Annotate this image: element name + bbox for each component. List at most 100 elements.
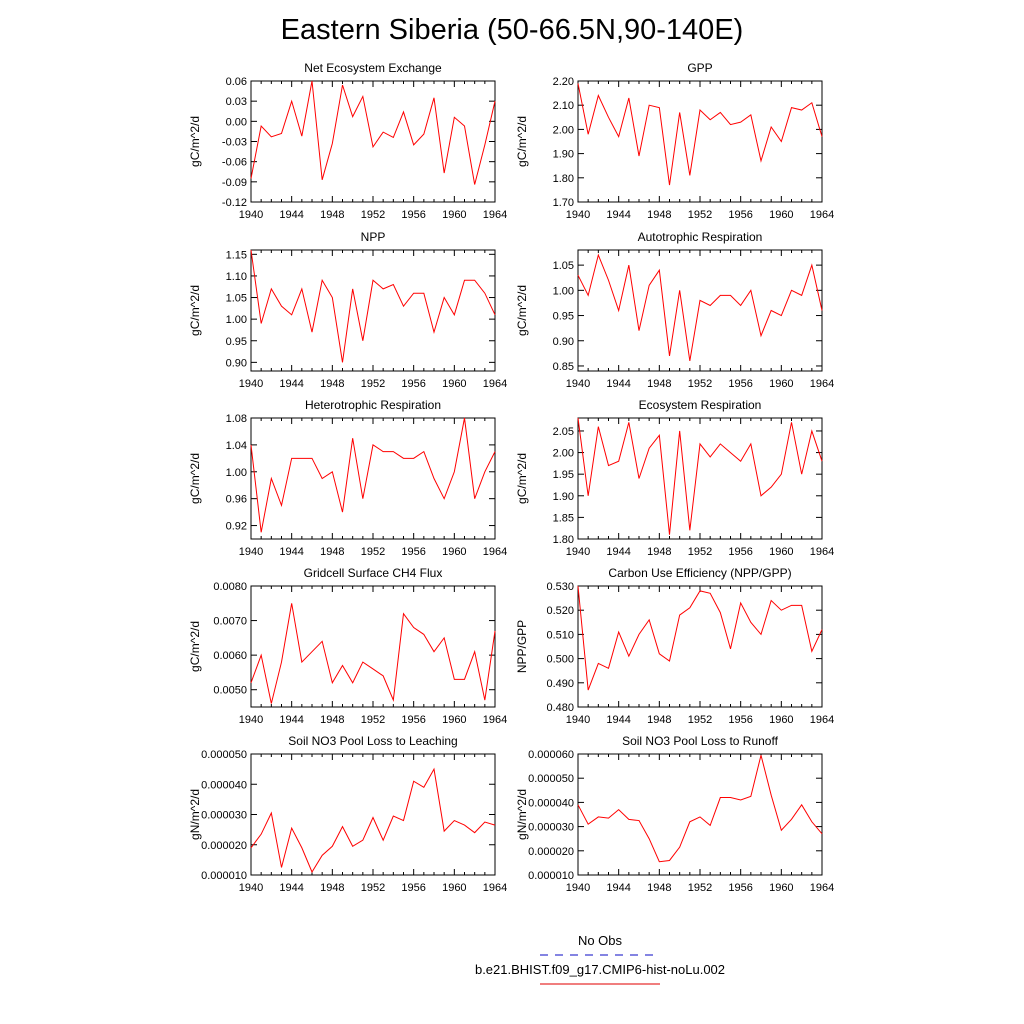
x-tick-label: 1956 <box>401 714 425 726</box>
page-title: Eastern Siberia (50-66.5N,90-140E) <box>280 14 744 46</box>
x-tick-label: 1944 <box>279 378 303 390</box>
x-tick-label: 1956 <box>728 209 752 221</box>
y-tick-label: 0.000040 <box>201 779 247 791</box>
plot-frame <box>250 80 496 203</box>
chart-heterotrophic-respiration: Heterotrophic Respiration 1.08 1.04 1.00 0.9… <box>188 398 507 558</box>
y-tick-label: 0.95 <box>553 311 574 323</box>
y-axis-label: gC/m^2/d <box>188 453 202 504</box>
x-tick-label: 1948 <box>647 378 671 390</box>
chart-gridcell-surface-ch4-flux: Gridcell Surface CH4 Flux 0.0080 0.0070 0.0… <box>188 566 507 726</box>
y-tick-label: 2.05 <box>553 426 574 438</box>
chart-soil-no3-pool-loss-to-runoff: Soil NO3 Pool Loss to Runoff 0.000060 0.00… <box>515 734 834 894</box>
x-tick-label: 1944 <box>606 714 630 726</box>
y-tick-label: 0.510 <box>546 629 574 641</box>
y-tick-label: 0.85 <box>553 361 574 373</box>
y-tick-label: 2.10 <box>553 100 574 112</box>
y-tick-label: 1.90 <box>553 149 574 161</box>
plot-frame <box>577 249 823 372</box>
chart-title: Autotrophic Respiration <box>638 230 763 244</box>
x-tick-label: 1948 <box>320 378 344 390</box>
x-tick-label: 1944 <box>279 209 303 221</box>
x-tick-label: 1948 <box>647 882 671 894</box>
y-tick-label: 0.000010 <box>201 870 247 882</box>
x-tick-label: 1960 <box>769 882 793 894</box>
x-tick-label: 1960 <box>769 714 793 726</box>
x-tick-label: 1944 <box>606 882 630 894</box>
x-tick-label: 1952 <box>688 882 712 894</box>
x-tick-label: 1952 <box>361 882 385 894</box>
y-tick-label: 0.95 <box>226 336 247 348</box>
x-tick-label: 1956 <box>728 546 752 558</box>
x-tick-label: 1948 <box>320 714 344 726</box>
series-line <box>250 417 496 533</box>
x-tick-label: 1956 <box>401 546 425 558</box>
y-tick-label: 1.08 <box>226 413 247 425</box>
x-tick-label: 1952 <box>688 378 712 390</box>
chart-title: Soil NO3 Pool Loss to Runoff <box>622 734 779 748</box>
chart-title: Gridcell Surface CH4 Flux <box>304 566 443 580</box>
chart-carbon-use-efficiency-npp-gpp: Carbon Use Efficiency (NPP/GPP) 0.530 0.52… <box>515 566 834 726</box>
x-tick-label: 1940 <box>239 546 263 558</box>
y-tick-label: 1.80 <box>553 173 574 185</box>
series-line <box>250 603 496 704</box>
x-tick-label: 1952 <box>361 378 385 390</box>
series-line <box>577 253 823 362</box>
y-tick-label: 0.96 <box>226 494 247 506</box>
chart-npp: NPP 1.15 1.10 1.05 1.00 0.95 0.90 1940 1944 1948 1… <box>188 230 507 390</box>
y-axis-label: gC/m^2/d <box>188 621 202 672</box>
chart-title: NPP <box>361 230 386 244</box>
y-tick-label: 0.490 <box>546 678 574 690</box>
y-tick-label: 0.500 <box>546 654 574 666</box>
plot-frame <box>577 80 823 203</box>
x-tick-label: 1964 <box>810 546 834 558</box>
x-tick-label: 1948 <box>320 882 344 894</box>
y-tick-label: 0.000020 <box>528 846 574 858</box>
x-tick-label: 1944 <box>606 209 630 221</box>
x-tick-label: 1964 <box>810 378 834 390</box>
x-tick-label: 1940 <box>566 714 590 726</box>
x-tick-label: 1944 <box>606 378 630 390</box>
x-tick-label: 1952 <box>361 714 385 726</box>
chart-ecosystem-respiration: Ecosystem Respiration 2.05 2.00 1.95 1.90 1.8… <box>515 398 834 558</box>
x-tick-label: 1960 <box>442 378 466 390</box>
x-tick-label: 1960 <box>769 378 793 390</box>
x-tick-label: 1952 <box>688 209 712 221</box>
x-tick-label: 1940 <box>566 378 590 390</box>
y-tick-label: 0.480 <box>546 702 574 714</box>
y-tick-label: 1.04 <box>226 440 247 452</box>
y-axis-label: gN/m^2/d <box>515 789 529 840</box>
chart-title: Ecosystem Respiration <box>639 398 762 412</box>
y-tick-label: -0.06 <box>222 157 247 169</box>
y-tick-label: 0.000050 <box>528 773 574 785</box>
y-tick-label: -0.03 <box>222 137 247 149</box>
y-axis-label: gC/m^2/d <box>188 116 202 167</box>
y-tick-label: 1.80 <box>553 534 574 546</box>
x-tick-label: 1964 <box>483 378 507 390</box>
x-tick-label: 1956 <box>401 209 425 221</box>
chart-soil-no3-pool-loss-to-leaching: Soil NO3 Pool Loss to Leaching 0.000050 0.… <box>188 734 507 894</box>
y-tick-label: 1.00 <box>553 285 574 297</box>
x-tick-label: 1960 <box>442 209 466 221</box>
x-tick-label: 1952 <box>361 209 385 221</box>
x-tick-label: 1940 <box>239 209 263 221</box>
x-tick-label: 1960 <box>442 882 466 894</box>
y-axis-label: gC/m^2/d <box>515 453 529 504</box>
y-tick-label: 0.90 <box>553 336 574 348</box>
y-tick-label: 1.90 <box>553 491 574 503</box>
x-tick-label: 1940 <box>239 714 263 726</box>
x-tick-label: 1956 <box>728 378 752 390</box>
x-tick-label: 1944 <box>279 882 303 894</box>
x-tick-label: 1952 <box>688 714 712 726</box>
x-tick-label: 1964 <box>483 546 507 558</box>
x-tick-label: 1960 <box>442 546 466 558</box>
plot-frame <box>250 249 496 372</box>
plot-frame <box>577 753 823 876</box>
chart-title: Heterotrophic Respiration <box>305 398 441 412</box>
x-tick-label: 1940 <box>566 546 590 558</box>
y-tick-label: 0.000030 <box>528 822 574 834</box>
x-tick-label: 1956 <box>401 378 425 390</box>
plot-frame <box>250 753 496 876</box>
chart-title: GPP <box>687 61 712 75</box>
x-tick-label: 1964 <box>810 209 834 221</box>
chart-net-ecosystem-exchange: Net Ecosystem Exchange 0.06 0.03 0.00 -0.03 -… <box>188 61 507 221</box>
